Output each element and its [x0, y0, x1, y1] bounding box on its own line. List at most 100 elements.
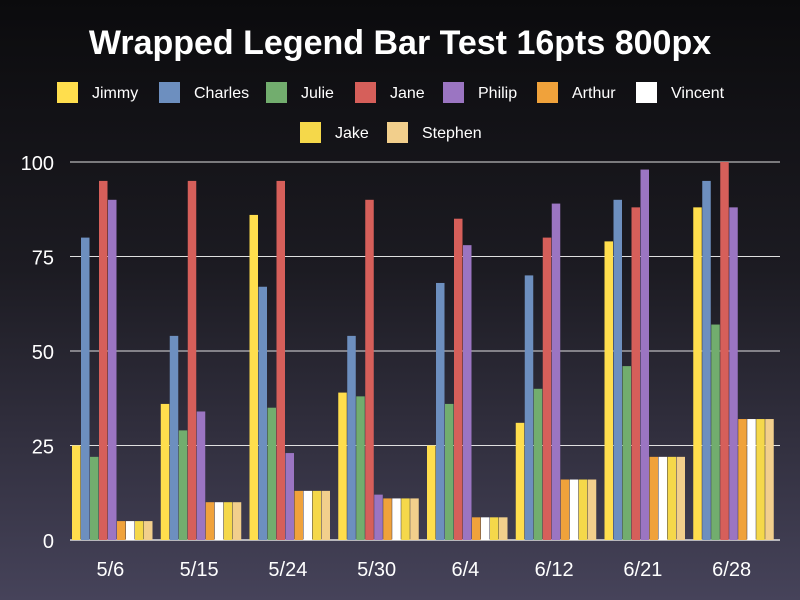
bar-arthur-6-4 — [472, 517, 481, 540]
legend-label-vincent: Vincent — [671, 85, 725, 102]
y-axis-ticks: 0 25 50 75 100 — [21, 153, 54, 553]
legend-swatch-vincent — [636, 82, 657, 103]
bar-jane-5-15 — [187, 180, 197, 540]
legend-swatch-philip — [443, 82, 464, 103]
bar-charles-6-12 — [524, 275, 534, 540]
bar-vincent-5-6 — [126, 521, 135, 540]
bar-jane-5-24 — [276, 180, 285, 540]
bar-jake-6-21 — [667, 456, 676, 540]
bar-charles-5-24 — [258, 286, 267, 540]
bar-vincent-6-4 — [481, 517, 490, 540]
bar-jane-6-28 — [720, 162, 729, 540]
bar-stephen-6-21 — [676, 456, 685, 540]
x-tick-label: 6/12 — [535, 559, 574, 581]
bar-philip-5-30 — [374, 494, 383, 540]
bar-jake-5-6 — [135, 521, 144, 540]
bar-jimmy-5-6 — [72, 445, 81, 540]
bar-julie-6-21 — [622, 366, 631, 540]
bar-julie-6-4 — [445, 403, 454, 540]
bar-philip-5-6 — [108, 199, 117, 541]
x-tick-label: 5/30 — [357, 559, 396, 581]
legend-swatch-arthur — [537, 82, 558, 103]
legend-label-arthur: Arthur — [572, 85, 616, 102]
bar-arthur-5-15 — [205, 502, 215, 540]
bar-jake-5-15 — [223, 502, 233, 540]
bar-philip-5-15 — [196, 411, 206, 540]
bar-jimmy-6-4 — [427, 445, 436, 540]
y-tick-label: 75 — [32, 248, 54, 270]
x-tick-label: 6/4 — [451, 559, 479, 581]
y-tick-label: 100 — [21, 153, 54, 175]
bar-stephen-6-4 — [499, 517, 508, 540]
bar-vincent-5-30 — [392, 498, 401, 540]
bar-jake-6-4 — [490, 517, 499, 540]
x-tick-label: 5/15 — [180, 559, 219, 581]
bar-arthur-5-24 — [294, 490, 303, 540]
x-tick-label: 6/21 — [623, 559, 662, 581]
bar-charles-6-28 — [702, 180, 711, 540]
legend-label-philip: Philip — [478, 85, 517, 102]
bar-jane-6-21 — [631, 207, 640, 541]
bar-julie-5-15 — [178, 430, 188, 540]
y-tick-label: 25 — [32, 437, 54, 459]
bar-jake-5-30 — [401, 498, 410, 540]
bar-charles-6-4 — [436, 282, 445, 540]
legend-swatch-jake — [300, 122, 321, 143]
legend-swatch-jimmy — [57, 82, 78, 103]
bar-jane-5-30 — [365, 199, 374, 541]
bar-jimmy-6-28 — [693, 207, 702, 541]
bar-stephen-6-28 — [765, 419, 774, 540]
bar-jimmy-5-24 — [249, 214, 258, 541]
bar-julie-6-28 — [711, 324, 720, 540]
chart-title: Wrapped Legend Bar Test 16pts 800px — [89, 24, 711, 62]
legend-label-jane: Jane — [390, 85, 425, 102]
legend-swatch-julie — [266, 82, 287, 103]
bar-stephen-6-12 — [587, 479, 597, 540]
bar-philip-6-28 — [729, 207, 738, 541]
bar-arthur-6-12 — [560, 479, 570, 540]
bar-charles-5-15 — [169, 335, 179, 540]
bar-jane-6-12 — [542, 237, 552, 540]
bar-arthur-5-6 — [117, 521, 126, 540]
bar-vincent-5-24 — [303, 490, 312, 540]
bar-arthur-5-30 — [383, 498, 392, 540]
bar-vincent-6-21 — [658, 456, 667, 540]
legend-swatch-stephen — [387, 122, 408, 143]
bar-charles-5-6 — [81, 237, 90, 540]
bar-philip-6-12 — [551, 203, 561, 540]
legend-swatch-jane — [355, 82, 376, 103]
x-tick-label: 6/28 — [712, 559, 751, 581]
x-axis-ticks: 5/6 5/15 5/24 5/30 6/4 6/12 6/21 6/28 — [96, 559, 751, 581]
legend-label-julie: Julie — [301, 85, 334, 102]
bar-jane-5-6 — [99, 180, 108, 540]
bar-vincent-5-15 — [214, 502, 224, 540]
bar-julie-5-6 — [90, 456, 99, 540]
bar-arthur-6-21 — [649, 456, 658, 540]
bar-stephen-5-6 — [144, 521, 153, 540]
bar-jimmy-6-21 — [604, 241, 613, 540]
bar-jane-6-4 — [454, 218, 463, 540]
bars — [72, 162, 774, 541]
legend: Jimmy Charles Julie Jane Philip Arthur Vincent… — [57, 82, 725, 143]
bar-jimmy-5-30 — [338, 392, 347, 540]
x-tick-label: 5/6 — [96, 559, 124, 581]
y-tick-label: 0 — [43, 531, 54, 553]
bar-jake-6-12 — [578, 479, 588, 540]
bar-philip-6-21 — [640, 169, 649, 540]
bar-julie-5-30 — [356, 396, 365, 540]
bar-charles-5-30 — [347, 335, 356, 540]
x-tick-label: 5/24 — [268, 559, 307, 581]
bar-stephen-5-15 — [232, 502, 242, 540]
bar-philip-5-24 — [285, 453, 294, 540]
legend-label-stephen: Stephen — [422, 125, 482, 142]
y-tick-label: 50 — [32, 342, 54, 364]
bar-arthur-6-28 — [738, 419, 747, 540]
bar-stephen-5-30 — [410, 498, 419, 540]
bar-stephen-5-24 — [321, 490, 330, 540]
bar-philip-6-4 — [463, 245, 472, 540]
bar-charles-6-21 — [613, 199, 622, 541]
bar-vincent-6-12 — [569, 479, 579, 540]
legend-swatch-charles — [159, 82, 180, 103]
bar-jimmy-5-15 — [160, 403, 170, 540]
